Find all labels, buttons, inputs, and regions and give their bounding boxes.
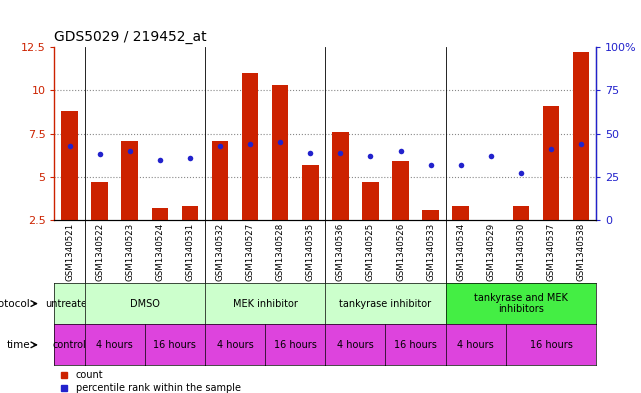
Text: 4 hours: 4 hours	[458, 340, 494, 350]
Point	[516, 170, 526, 176]
Text: GSM1340532: GSM1340532	[215, 223, 224, 281]
Point	[305, 149, 315, 156]
Text: control: control	[53, 340, 87, 350]
Bar	[573, 52, 589, 220]
Bar	[212, 141, 228, 220]
Text: time: time	[6, 340, 30, 350]
Text: GSM1340528: GSM1340528	[276, 223, 285, 281]
Bar	[543, 106, 559, 220]
Bar	[392, 161, 409, 220]
Text: tankyrase inhibitor: tankyrase inhibitor	[340, 299, 431, 309]
Text: MEK inhibitor: MEK inhibitor	[233, 299, 297, 309]
Text: GSM1340538: GSM1340538	[577, 223, 586, 281]
Text: untreated: untreated	[46, 299, 94, 309]
Text: 4 hours: 4 hours	[337, 340, 374, 350]
Bar	[121, 141, 138, 220]
Text: tankyrase and MEK
inhibitors: tankyrase and MEK inhibitors	[474, 293, 568, 314]
Text: 16 hours: 16 hours	[529, 340, 572, 350]
Point	[486, 153, 496, 159]
Text: GSM1340534: GSM1340534	[456, 223, 465, 281]
Point	[395, 148, 406, 154]
Point	[335, 149, 345, 156]
Text: DMSO: DMSO	[130, 299, 160, 309]
Point	[185, 155, 195, 161]
Bar	[242, 73, 258, 220]
Text: GSM1340524: GSM1340524	[155, 223, 164, 281]
Text: GSM1340523: GSM1340523	[125, 223, 134, 281]
Point	[94, 151, 104, 158]
Point	[546, 146, 556, 152]
Bar	[453, 206, 469, 220]
Point	[215, 143, 225, 149]
Text: GSM1340531: GSM1340531	[185, 223, 194, 281]
Point	[64, 143, 74, 149]
Bar	[332, 132, 349, 220]
Text: GSM1340525: GSM1340525	[366, 223, 375, 281]
Text: 16 hours: 16 hours	[153, 340, 196, 350]
Point	[245, 141, 255, 147]
Text: GSM1340529: GSM1340529	[487, 223, 495, 281]
Bar	[513, 206, 529, 220]
Legend: count, percentile rank within the sample: count, percentile rank within the sample	[60, 370, 241, 393]
Text: GSM1340526: GSM1340526	[396, 223, 405, 281]
Text: GSM1340533: GSM1340533	[426, 223, 435, 281]
Text: GSM1340536: GSM1340536	[336, 223, 345, 281]
Bar	[181, 206, 198, 220]
Point	[365, 153, 376, 159]
Bar	[92, 182, 108, 220]
Bar	[422, 210, 439, 220]
Text: GDS5029 / 219452_at: GDS5029 / 219452_at	[54, 30, 207, 44]
Point	[275, 139, 285, 145]
Point	[124, 148, 135, 154]
Bar	[362, 182, 379, 220]
Bar	[483, 220, 499, 222]
Text: 16 hours: 16 hours	[274, 340, 317, 350]
Text: GSM1340537: GSM1340537	[547, 223, 556, 281]
Text: GSM1340535: GSM1340535	[306, 223, 315, 281]
Text: 4 hours: 4 hours	[96, 340, 133, 350]
Text: protocol: protocol	[0, 299, 30, 309]
Text: GSM1340527: GSM1340527	[246, 223, 254, 281]
Point	[456, 162, 466, 168]
Point	[576, 141, 587, 147]
Bar	[62, 111, 78, 220]
Text: 4 hours: 4 hours	[217, 340, 253, 350]
Bar	[272, 85, 288, 220]
Bar	[151, 208, 168, 220]
Text: GSM1340522: GSM1340522	[95, 223, 104, 281]
Text: 16 hours: 16 hours	[394, 340, 437, 350]
Text: GSM1340521: GSM1340521	[65, 223, 74, 281]
Point	[426, 162, 436, 168]
Point	[154, 156, 165, 163]
Bar	[302, 165, 319, 220]
Text: GSM1340530: GSM1340530	[517, 223, 526, 281]
